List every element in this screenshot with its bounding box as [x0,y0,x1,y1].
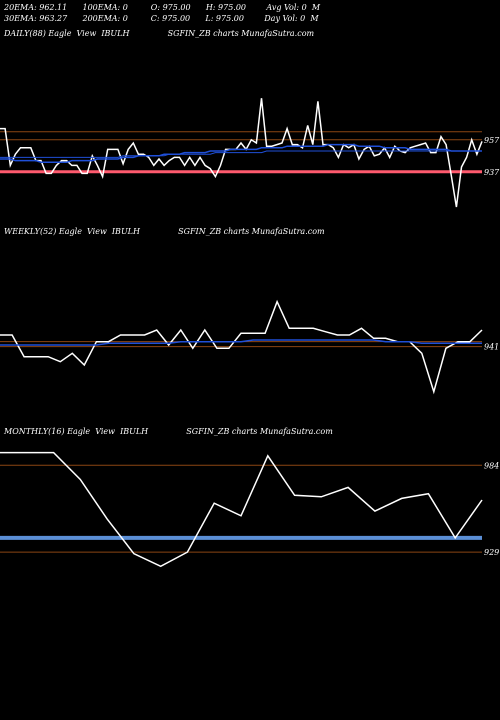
monthly-chart-title: MONTHLY(16) Eagle View IBULH SGFIN_ZB ch… [4,427,333,436]
monthly-price-line [0,451,483,568]
monthly-ytick-label-1: 929 [484,548,499,557]
daily-ema-line [0,143,482,163]
weekly-ytick-label-0: 941 [484,343,499,352]
weekly-chart-title: WEEKLY(52) Eagle View IBULH SGFIN_ZB cha… [4,227,325,236]
daily-chart-title: DAILY(88) Eagle View IBULH SGFIN_ZB char… [4,29,315,38]
daily-price-line [0,98,483,208]
daily-ytick-label-1: 937 [484,168,500,177]
header-line-2: 30EMA: 963.27 200EMA: 0 C: 975.00 L: 975… [4,14,319,23]
daily-ytick-label-0: 957 [484,136,500,145]
daily-ema2-line [0,150,482,158]
weekly-ema-line [0,339,482,346]
header-line-1: 20EMA: 962.11 100EMA: 0 O: 975.00 H: 975… [4,3,321,12]
monthly-ytick-label-0: 984 [484,461,499,470]
